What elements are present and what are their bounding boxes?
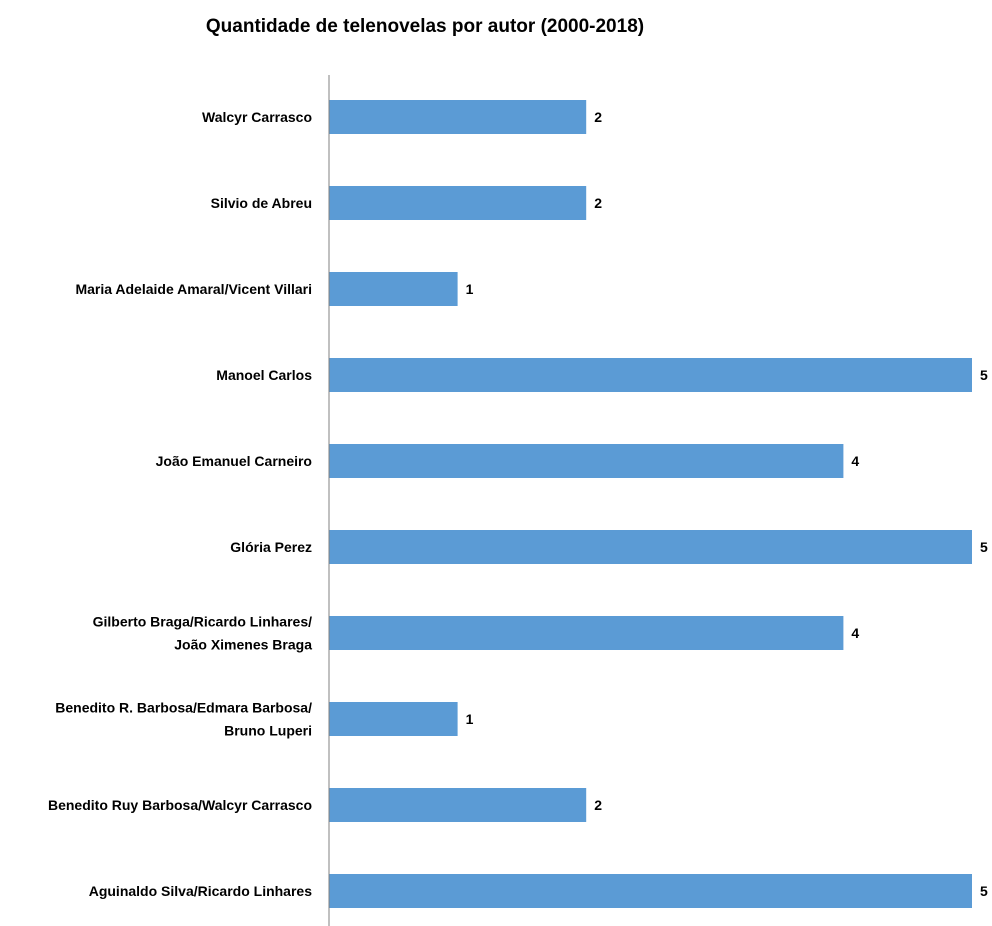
- bar: [329, 272, 458, 306]
- category-label: Walcyr Carrasco: [202, 109, 312, 125]
- data-label: 2: [594, 109, 602, 125]
- bar: [329, 100, 587, 134]
- bar: [329, 444, 844, 478]
- bar: [329, 788, 587, 822]
- data-label: 4: [851, 453, 859, 469]
- category-label: João Emanuel Carneiro: [156, 453, 312, 469]
- bars-layer: [329, 100, 972, 908]
- bar: [329, 616, 844, 650]
- chart-title: Quantidade de telenovelas por autor (200…: [205, 16, 645, 37]
- data-label: 5: [980, 539, 988, 555]
- bar: [329, 358, 972, 392]
- category-label: Gilberto Braga/Ricardo Linhares/: [93, 614, 312, 630]
- category-label: Silvio de Abreu: [211, 195, 312, 211]
- data-label: 2: [594, 195, 602, 211]
- category-label: João Ximenes Braga: [174, 637, 312, 653]
- category-label: Maria Adelaide Amaral/Vicent Villari: [75, 281, 312, 297]
- category-label: Aguinaldo Silva/Ricardo Linhares: [89, 883, 312, 899]
- data-label: 4: [851, 625, 859, 641]
- category-label: Benedito R. Barbosa/Edmara Barbosa/: [55, 700, 312, 716]
- data-label: 1: [466, 711, 474, 727]
- data-label: 2: [594, 797, 602, 813]
- data-labels-layer: 2 2 1 5 4 5 4 1 2 5: [466, 109, 988, 899]
- data-label: 5: [980, 883, 988, 899]
- category-label: Benedito Ruy Barbosa/Walcyr Carrasco: [48, 797, 312, 813]
- category-label: Manoel Carlos: [216, 367, 312, 383]
- data-label: 1: [466, 281, 474, 297]
- category-label: Glória Perez: [230, 539, 312, 555]
- bar: [329, 530, 972, 564]
- bar: [329, 874, 972, 908]
- bar: [329, 702, 458, 736]
- category-label: Bruno Luperi: [224, 723, 312, 739]
- data-label: 5: [980, 367, 988, 383]
- category-labels-layer: Walcyr Carrasco Silvio de Abreu Maria Adel…: [48, 109, 312, 899]
- bar: [329, 186, 587, 220]
